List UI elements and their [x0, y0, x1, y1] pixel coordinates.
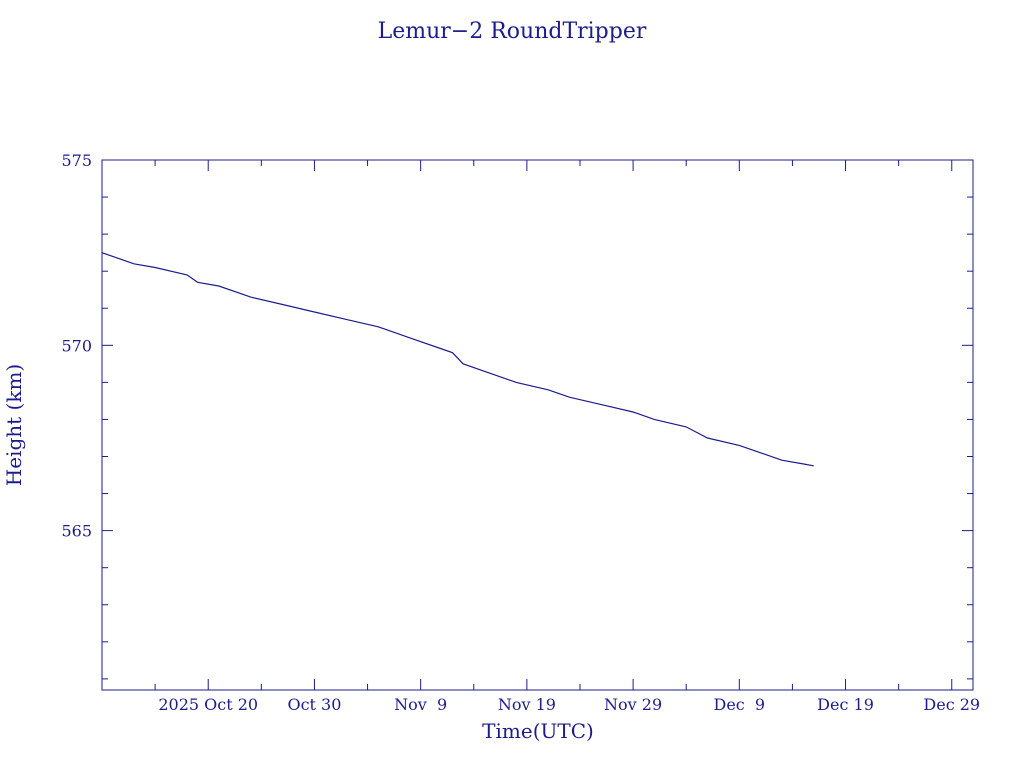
x-tick-label: Dec 9 [714, 695, 766, 714]
x-tick-label: Nov 9 [394, 695, 447, 714]
height-series-line [101, 252, 814, 467]
axis-tick-labels: 575 570 565 2025 Oct 20 Oct 30 Nov 9 Nov 19 Nov… [61, 151, 980, 714]
plot-frame [101, 159, 974, 691]
y-tick-label: 570 [61, 336, 92, 355]
x-tick-label: Nov 29 [604, 695, 662, 714]
y-tick-label: 575 [61, 151, 92, 170]
x-tick-label: Dec 19 [817, 695, 874, 714]
x-tick-label: Nov 19 [498, 695, 556, 714]
axis-ticks [101, 159, 973, 690]
x-axis-label: Time(UTC) [482, 719, 594, 743]
y-axis-label: Height (km) [2, 364, 26, 486]
x-tick-label: Dec 29 [923, 695, 980, 714]
x-tick-label: Oct 30 [287, 695, 341, 714]
x-tick-label: 2025 Oct 20 [158, 695, 258, 714]
chart-title: Lemur−2 RoundTripper [378, 19, 647, 44]
y-tick-label: 565 [61, 522, 92, 541]
data-series [101, 252, 814, 467]
